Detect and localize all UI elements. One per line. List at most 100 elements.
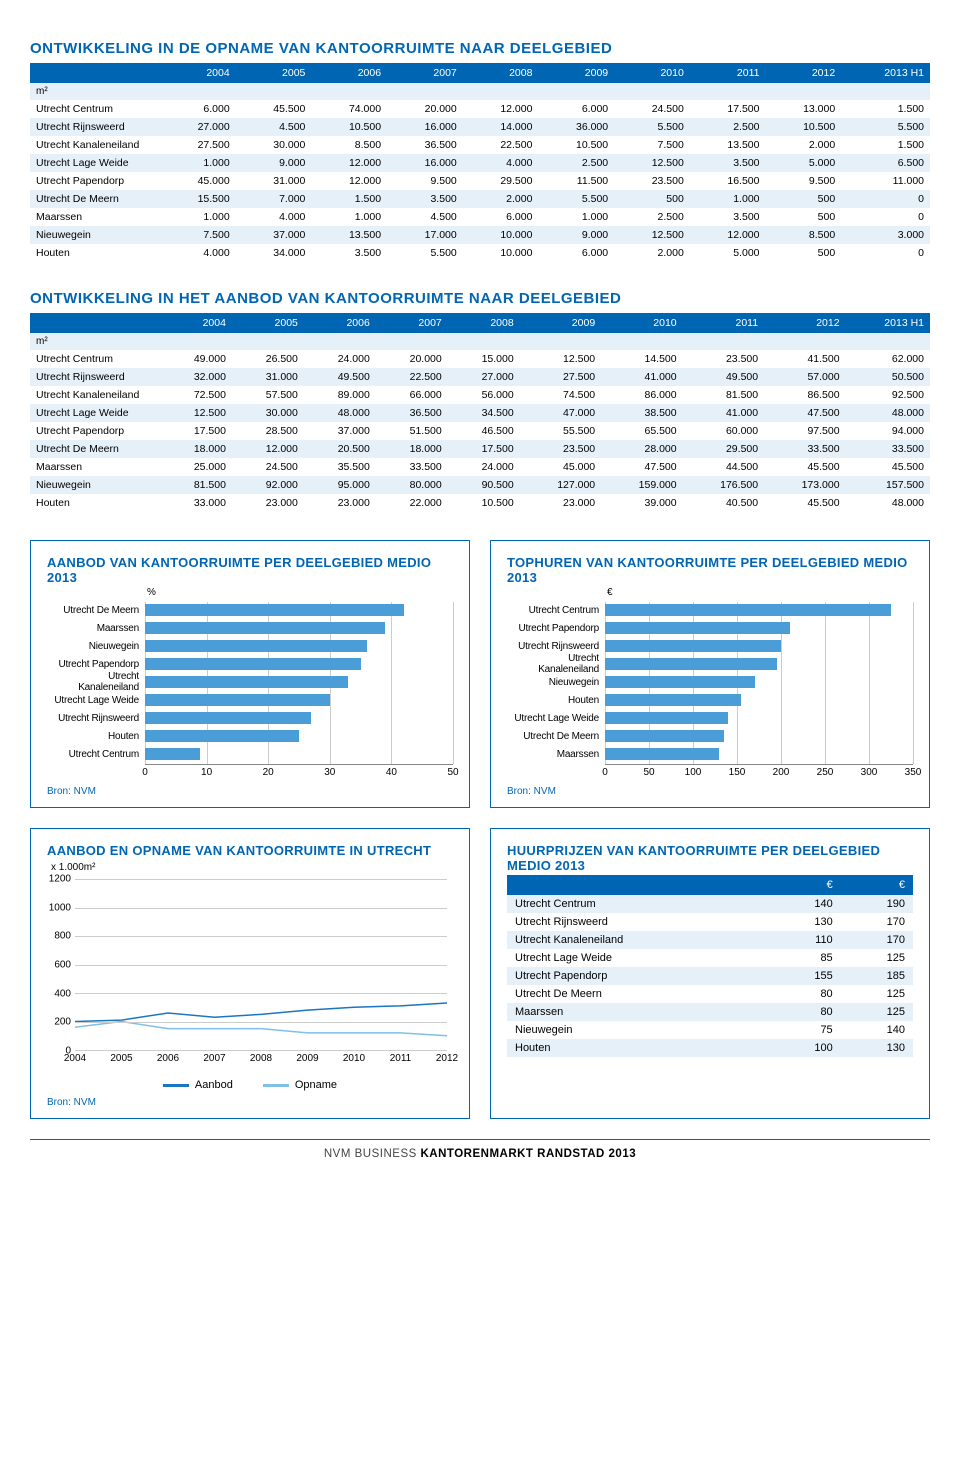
cell-value: 41.500	[764, 350, 845, 368]
year-header: 2013 H1	[846, 313, 930, 333]
axis-tick: 0	[142, 767, 148, 778]
line-series	[75, 1003, 447, 1022]
hbar-row: Utrecht Lage Weide	[507, 710, 913, 726]
row-label: Utrecht Papendorp	[30, 172, 160, 190]
legend-swatch	[263, 1084, 289, 1087]
cell-value: 57.500	[232, 386, 304, 404]
cell-value: 5.000	[690, 244, 766, 262]
cell-value: 86.000	[601, 386, 682, 404]
chart-line-title: AANBOD EN OPNAME VAN KANTOORRUIMTE IN UT…	[47, 843, 453, 858]
ytick: 600	[54, 960, 71, 971]
hbar-row: Maarssen	[47, 620, 453, 636]
table2-unit: m²	[30, 333, 160, 350]
cell-value: 33.000	[160, 494, 232, 512]
cell-value: 30.000	[236, 136, 312, 154]
chart-line-unit: x 1.000m²	[51, 862, 453, 873]
cell-value: 7.500	[614, 136, 690, 154]
cell-value: 12.000	[311, 154, 387, 172]
cell-value: 500	[766, 244, 842, 262]
year-header: 2011	[690, 63, 766, 83]
cell-value: 2.000	[463, 190, 539, 208]
xtick: 2006	[157, 1053, 179, 1064]
cell-value: 10.000	[463, 244, 539, 262]
cell-value: 24.500	[614, 100, 690, 118]
cell-value: 10.500	[311, 118, 387, 136]
year-header: 2009	[538, 63, 614, 83]
year-header: 2010	[614, 63, 690, 83]
cell-value: 23.500	[520, 440, 601, 458]
cell-value: 17.500	[690, 100, 766, 118]
cell-value: 23.500	[614, 172, 690, 190]
row-label: Houten	[30, 244, 160, 262]
price-row: Utrecht Papendorp155185	[507, 967, 913, 985]
hbar-label: Utrecht Centrum	[47, 749, 145, 760]
cell-value: 36.000	[538, 118, 614, 136]
cell-value: 17.500	[160, 422, 232, 440]
price-high: 190	[841, 895, 913, 913]
hbar-fill	[145, 676, 348, 688]
panel-linechart: AANBOD EN OPNAME VAN KANTOORRUIMTE IN UT…	[30, 828, 470, 1119]
cell-value: 32.000	[160, 368, 232, 386]
cell-value: 12.500	[160, 404, 232, 422]
cell-value: 12.000	[690, 226, 766, 244]
cell-value: 12.000	[463, 100, 539, 118]
hbar-fill	[145, 730, 299, 742]
table2-title: ONTWIKKELING IN HET AANBOD VAN KANTOORRU…	[30, 290, 930, 307]
cell-value: 29.500	[683, 440, 764, 458]
hbar-row: Utrecht Rijnsweerd	[47, 710, 453, 726]
table1-title: ONTWIKKELING IN DE OPNAME VAN KANTOORRUI…	[30, 40, 930, 57]
hbar-row: Utrecht Centrum	[47, 746, 453, 762]
price-label: Maarssen	[507, 1003, 768, 1021]
year-header: 2011	[683, 313, 764, 333]
cell-value: 45.500	[764, 494, 845, 512]
hbar-panels-row: AANBOD VAN KANTOORRUIMTE PER DEELGEBIED …	[30, 540, 930, 808]
cell-value: 500	[766, 190, 842, 208]
hbar-row: Nieuwegein	[507, 674, 913, 690]
hbar-row: Utrecht De Meern	[47, 602, 453, 618]
cell-value: 38.500	[601, 404, 682, 422]
axis-tick: 350	[905, 767, 922, 778]
row-label: Utrecht De Meern	[30, 440, 160, 458]
cell-value: 33.500	[846, 440, 930, 458]
panel-prices: HUURPRIJZEN VAN KANTOORRUIMTE PER DEELGE…	[490, 828, 930, 1119]
cell-value: 45.500	[236, 100, 312, 118]
cell-value: 3.500	[387, 190, 463, 208]
price-row: Utrecht Rijnsweerd130170	[507, 913, 913, 931]
cell-value: 2.000	[614, 244, 690, 262]
hbar-label: Nieuwegein	[507, 677, 605, 688]
cell-value: 45.500	[846, 458, 930, 476]
hbar-label: Houten	[47, 731, 145, 742]
cell-value: 2.500	[614, 208, 690, 226]
price-high: 140	[841, 1021, 913, 1039]
cell-value: 0	[841, 208, 930, 226]
cell-value: 45.500	[764, 458, 845, 476]
cell-value: 24.000	[304, 350, 376, 368]
table-prices: €€ Utrecht Centrum140190Utrecht Rijnswee…	[507, 875, 913, 1057]
cell-value: 22.500	[463, 136, 539, 154]
row-label: Utrecht Rijnsweerd	[30, 118, 160, 136]
cell-value: 47.500	[764, 404, 845, 422]
price-label: Utrecht Rijnsweerd	[507, 913, 768, 931]
year-header: 2006	[304, 313, 376, 333]
table-row: Utrecht Lage Weide12.50030.00048.00036.5…	[30, 404, 930, 422]
cell-value: 95.000	[304, 476, 376, 494]
table-row: Utrecht Papendorp17.50028.50037.00051.50…	[30, 422, 930, 440]
price-row: Utrecht Kanaleneiland110170	[507, 931, 913, 949]
price-row: Utrecht Lage Weide85125	[507, 949, 913, 967]
cell-value: 23.500	[683, 350, 764, 368]
cell-value: 8.500	[766, 226, 842, 244]
xtick: 2008	[250, 1053, 272, 1064]
table1: 2004200520062007200820092010201120122013…	[30, 63, 930, 262]
cell-value: 11.500	[538, 172, 614, 190]
cell-value: 10.000	[463, 226, 539, 244]
axis-tick: 100	[685, 767, 702, 778]
cell-value: 35.500	[304, 458, 376, 476]
xtick: 2005	[110, 1053, 132, 1064]
cell-value: 1.000	[160, 208, 236, 226]
price-label: Houten	[507, 1039, 768, 1057]
table-row: Utrecht Lage Weide1.0009.00012.00016.000…	[30, 154, 930, 172]
cell-value: 13.000	[766, 100, 842, 118]
hbar-fill	[605, 730, 724, 742]
cell-value: 28.000	[601, 440, 682, 458]
cell-value: 4.000	[160, 244, 236, 262]
